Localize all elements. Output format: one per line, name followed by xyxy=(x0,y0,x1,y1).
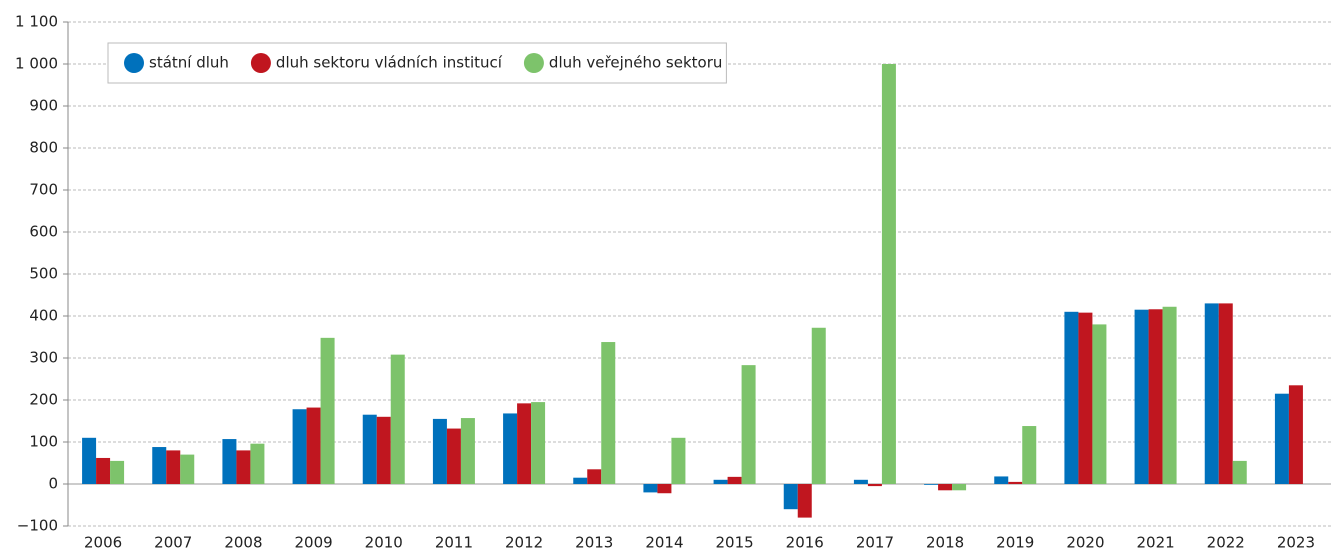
bar xyxy=(503,413,518,484)
bar xyxy=(1162,306,1177,484)
bar xyxy=(938,484,953,491)
bar xyxy=(881,64,896,484)
bar xyxy=(306,407,321,484)
bar xyxy=(727,476,742,484)
bar xyxy=(1092,324,1107,484)
x-tick-label: 2019 xyxy=(996,534,1034,552)
y-tick-label: 800 xyxy=(29,139,58,157)
bar xyxy=(1064,311,1079,484)
bar xyxy=(1204,303,1219,484)
x-tick-label: 2007 xyxy=(154,534,192,552)
y-tick-label: −100 xyxy=(17,517,58,535)
bar xyxy=(376,416,391,484)
y-tick-label: 400 xyxy=(29,307,58,325)
bar xyxy=(867,484,882,487)
bar xyxy=(952,484,967,491)
bar xyxy=(96,457,111,484)
x-tick-label: 2021 xyxy=(1136,534,1174,552)
bar xyxy=(82,437,97,484)
x-tick-label: 2013 xyxy=(575,534,613,552)
x-tick-label: 2018 xyxy=(926,534,964,552)
bar xyxy=(713,479,728,484)
legend-marker xyxy=(523,53,544,73)
y-tick-label: 500 xyxy=(29,265,58,283)
legend-box xyxy=(107,42,727,84)
y-tick-label: 200 xyxy=(29,391,58,409)
bar xyxy=(924,484,939,485)
bar xyxy=(432,418,447,484)
bar xyxy=(517,403,532,484)
bar xyxy=(110,460,125,484)
bar xyxy=(250,443,265,484)
x-tick-label: 2014 xyxy=(645,534,683,552)
x-tick-label: 2006 xyxy=(84,534,122,552)
bar xyxy=(1148,309,1163,484)
bar xyxy=(853,479,868,484)
x-tick-label: 2015 xyxy=(715,534,753,552)
bar xyxy=(1288,385,1303,484)
bar xyxy=(292,409,307,484)
y-tick-label: 300 xyxy=(29,349,58,367)
legend-marker xyxy=(124,53,144,73)
bar xyxy=(643,484,658,493)
y-tick-label: 600 xyxy=(29,223,58,241)
x-tick-label: 2023 xyxy=(1277,534,1315,552)
bar xyxy=(811,327,826,484)
bar xyxy=(573,477,588,484)
x-tick-label: 2011 xyxy=(435,534,473,552)
bar xyxy=(797,484,812,518)
y-tick-label: 700 xyxy=(29,181,58,199)
bar xyxy=(390,354,405,484)
legend-label: dluh sektoru vládních institucí xyxy=(276,54,503,72)
bar xyxy=(1022,426,1037,484)
bar xyxy=(1232,460,1247,484)
y-tick-label: 100 xyxy=(29,433,58,451)
bar xyxy=(152,447,167,484)
bar xyxy=(994,476,1009,484)
bar xyxy=(1078,312,1093,484)
x-tick-label: 2010 xyxy=(365,534,403,552)
y-tick-label: 1 100 xyxy=(15,13,58,31)
bar xyxy=(657,484,672,494)
bar xyxy=(1134,309,1149,484)
x-tick-label: 2012 xyxy=(505,534,543,552)
bar xyxy=(531,402,546,484)
y-tick-label: 900 xyxy=(29,97,58,115)
bar xyxy=(671,437,686,484)
bar xyxy=(783,484,798,510)
bar xyxy=(1218,303,1233,484)
legend-marker xyxy=(250,53,271,73)
legend-label: dluh veřejného sektoru xyxy=(549,54,722,72)
x-tick-label: 2008 xyxy=(224,534,262,552)
bar xyxy=(741,365,756,484)
x-tick-label: 2020 xyxy=(1066,534,1104,552)
bar xyxy=(236,450,251,484)
bar xyxy=(587,469,602,484)
bar xyxy=(1274,393,1289,484)
bar xyxy=(460,418,475,484)
x-tick-label: 2009 xyxy=(294,534,332,552)
bar xyxy=(1008,481,1023,484)
legend-label: státní dluh xyxy=(149,54,229,72)
x-tick-label: 2016 xyxy=(786,534,824,552)
y-tick-label: 0 xyxy=(48,475,58,493)
bar xyxy=(362,414,377,484)
bar xyxy=(446,428,461,484)
x-tick-label: 2017 xyxy=(856,534,894,552)
bar xyxy=(166,450,181,484)
y-tick-label: 1 000 xyxy=(15,55,58,73)
bar xyxy=(320,337,335,484)
bar xyxy=(601,342,616,484)
bar xyxy=(222,439,237,484)
x-tick-label: 2022 xyxy=(1207,534,1245,552)
bar xyxy=(180,454,195,484)
